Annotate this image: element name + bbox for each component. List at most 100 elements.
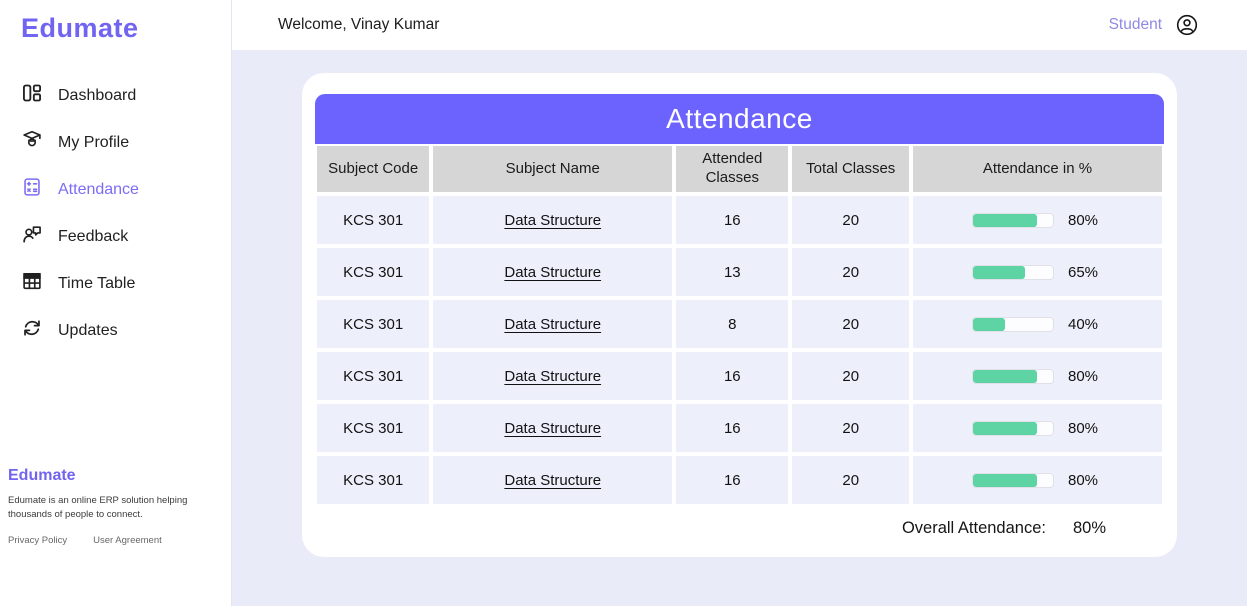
timetable-icon <box>21 270 43 297</box>
attended-cell: 16 <box>674 194 791 246</box>
topbar: Welcome, Vinay Kumar Student <box>232 0 1247 50</box>
subject-name-cell: Data Structure <box>431 298 675 350</box>
subject-name-cell: Data Structure <box>431 246 675 298</box>
total-cell: 20 <box>790 298 911 350</box>
percent-cell: 40% <box>910 298 1164 350</box>
sidebar-item-time-table[interactable]: Time Table <box>0 260 231 307</box>
sidebar-item-my-profile[interactable]: My Profile <box>0 119 231 166</box>
progress-fill <box>972 265 1025 279</box>
progress-track <box>971 420 1054 436</box>
sidebar-item-attendance[interactable]: Attendance <box>0 166 231 213</box>
attended-cell: 16 <box>674 454 791 506</box>
col-attendance-percent: Attendance in % <box>910 144 1164 194</box>
subject-code-cell: KCS 301 <box>315 350 432 402</box>
overall-attendance-label: Overall Attendance: <box>901 519 1046 537</box>
attendance-card: Attendance Subject Code Subject Name Att… <box>302 73 1177 557</box>
percent-label: 40% <box>1067 315 1099 333</box>
table-row: KCS 301 Data Structure 16 20 80% <box>315 454 1164 506</box>
welcome-text: Welcome, Vinay Kumar <box>278 16 440 33</box>
sidebar-item-updates[interactable]: Updates <box>0 307 231 354</box>
progress-fill <box>972 213 1037 227</box>
percent-label: 80% <box>1067 211 1099 229</box>
percent-cell: 80% <box>910 402 1164 454</box>
attendance-table: Subject Code Subject Name Attended Class… <box>315 144 1164 506</box>
overall-attendance: Overall Attendance: 80% <box>315 506 1164 551</box>
sidebar: Edumate Dashboard My Profil <box>0 0 232 606</box>
table-row: KCS 301 Data Structure 16 20 80% <box>315 194 1164 246</box>
subject-name-cell: Data Structure <box>431 194 675 246</box>
overall-attendance-value: 80% <box>1072 519 1106 537</box>
percent-cell: 65% <box>910 246 1164 298</box>
subject-link[interactable]: Data Structure <box>504 471 602 489</box>
percent-label: 80% <box>1067 419 1099 437</box>
calculator-icon <box>21 176 43 203</box>
sidebar-item-feedback[interactable]: Feedback <box>0 213 231 260</box>
privacy-policy-link[interactable]: Privacy Policy <box>8 535 68 546</box>
percent-label: 80% <box>1067 471 1099 489</box>
table-row: KCS 301 Data Structure 13 20 65% <box>315 246 1164 298</box>
table-header-row: Subject Code Subject Name Attended Class… <box>315 144 1164 194</box>
sidebar-item-label: Feedback <box>58 227 129 245</box>
subject-name-cell: Data Structure <box>431 402 675 454</box>
percent-label: 80% <box>1067 367 1099 385</box>
progress-fill <box>972 473 1037 487</box>
attended-cell: 8 <box>674 298 791 350</box>
footer-links: Privacy Policy User Agreement <box>8 535 217 546</box>
content-area: Welcome, Vinay Kumar Student Attendance <box>232 0 1247 606</box>
attended-cell: 16 <box>674 402 791 454</box>
progress-fill <box>972 421 1037 435</box>
progress-track <box>971 264 1054 280</box>
subject-name-cell: Data Structure <box>431 454 675 506</box>
subject-link[interactable]: Data Structure <box>504 367 602 385</box>
col-subject-code: Subject Code <box>315 144 432 194</box>
subject-link[interactable]: Data Structure <box>504 263 602 281</box>
refresh-icon <box>21 317 43 344</box>
feedback-icon <box>21 223 43 250</box>
sidebar-footer: Edumate Edumate is an online ERP solutio… <box>8 467 217 547</box>
sidebar-item-label: Updates <box>58 321 118 339</box>
total-cell: 20 <box>790 454 911 506</box>
col-attended-classes: Attended Classes <box>674 144 791 194</box>
progress-fill <box>972 317 1005 331</box>
sidebar-item-label: My Profile <box>58 133 130 151</box>
subject-code-cell: KCS 301 <box>315 194 432 246</box>
page-title: Attendance <box>666 103 813 134</box>
table-row: KCS 301 Data Structure 8 20 40% <box>315 298 1164 350</box>
subject-code-cell: KCS 301 <box>315 246 432 298</box>
percent-cell: 80% <box>910 194 1164 246</box>
total-cell: 20 <box>790 194 911 246</box>
progress-track <box>971 212 1054 228</box>
subject-link[interactable]: Data Structure <box>504 211 602 229</box>
col-total-classes: Total Classes <box>790 144 911 194</box>
user-circle-icon[interactable] <box>1175 13 1199 37</box>
subject-link[interactable]: Data Structure <box>504 315 602 333</box>
attendance-title-banner: Attendance <box>315 94 1164 144</box>
table-row: KCS 301 Data Structure 16 20 80% <box>315 402 1164 454</box>
percent-cell: 80% <box>910 350 1164 402</box>
brand-logo: Edumate <box>21 13 139 43</box>
dashboard-icon <box>21 82 43 109</box>
sidebar-nav: Dashboard My Profile <box>0 72 231 354</box>
topbar-right: Student <box>1109 13 1199 37</box>
progress-track <box>971 368 1054 384</box>
footer-brand-title: Edumate <box>8 466 76 484</box>
subject-code-cell: KCS 301 <box>315 402 432 454</box>
sidebar-item-label: Time Table <box>58 274 136 292</box>
total-cell: 20 <box>790 350 911 402</box>
subject-name-cell: Data Structure <box>431 350 675 402</box>
progress-track <box>971 472 1054 488</box>
role-label[interactable]: Student <box>1108 16 1162 33</box>
sidebar-item-dashboard[interactable]: Dashboard <box>0 72 231 119</box>
total-cell: 20 <box>790 402 911 454</box>
user-agreement-link[interactable]: User Agreement <box>93 535 162 546</box>
total-cell: 20 <box>790 246 911 298</box>
subject-code-cell: KCS 301 <box>315 454 432 506</box>
subject-link[interactable]: Data Structure <box>504 419 602 437</box>
main-panel: Attendance Subject Code Subject Name Att… <box>232 50 1247 606</box>
sidebar-item-label: Attendance <box>58 180 139 198</box>
graduation-cap-icon <box>21 129 43 156</box>
table-row: KCS 301 Data Structure 16 20 80% <box>315 350 1164 402</box>
attended-cell: 16 <box>674 350 791 402</box>
sidebar-item-label: Dashboard <box>58 86 137 104</box>
subject-code-cell: KCS 301 <box>315 298 432 350</box>
